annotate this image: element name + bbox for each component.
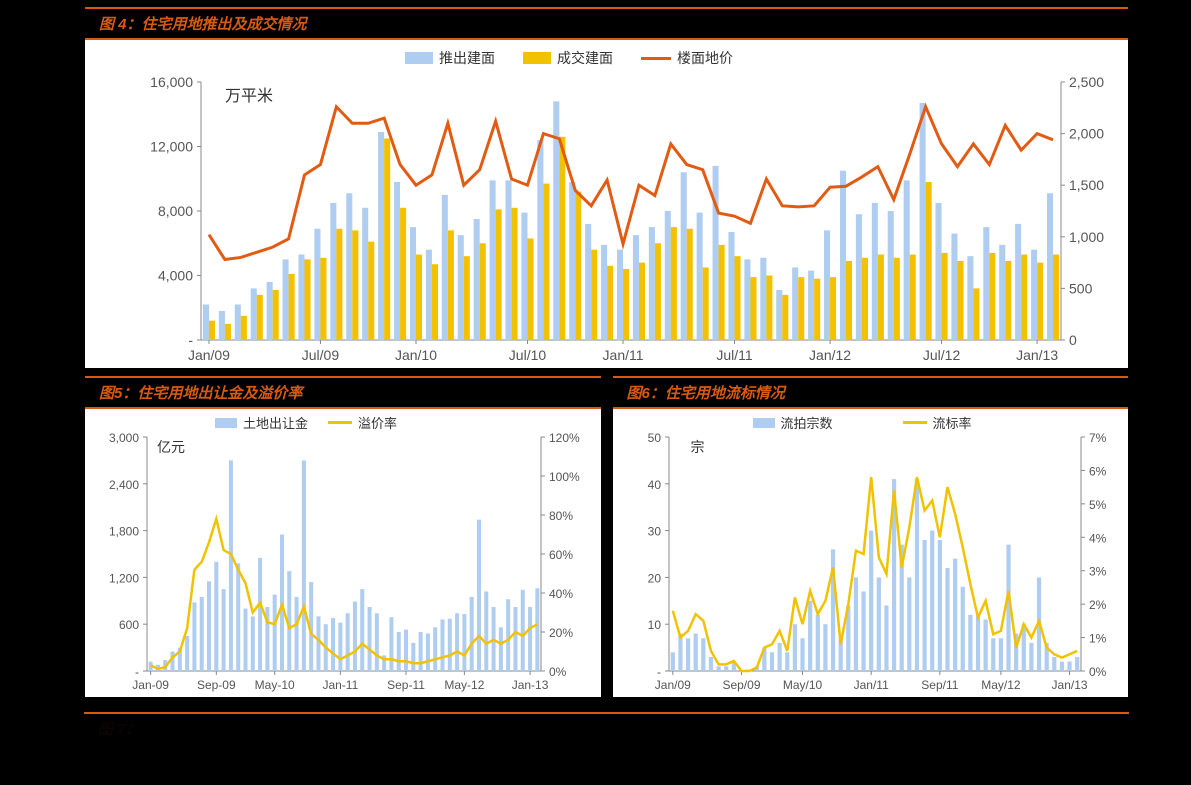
figure-6-chart: - 10 20 30 40 50 0% 1% 2% 3% 4% 5% 6% 7% Jan/09 Sep/09 M… <box>615 413 1125 695</box>
svg-text:Jan/13: Jan/13 <box>1051 678 1087 692</box>
svg-text:-: - <box>135 665 139 679</box>
figure-6: 图6：住宅用地流标情况 流拍宗数 流标率 宗 -10203040500%1%2%… <box>612 375 1130 698</box>
svg-text:40: 40 <box>647 478 661 492</box>
svg-text:Sep-11: Sep-11 <box>387 678 425 692</box>
svg-text:80%: 80% <box>549 509 573 523</box>
figure-4-panel: 推出建面 成交建面 楼面地价 万平米 -4,0008,00012,00016,0… <box>85 40 1128 368</box>
svg-text:12,000: 12,000 <box>150 139 193 155</box>
svg-text:May/12: May/12 <box>981 678 1021 692</box>
svg-text:1,500: 1,500 <box>1069 177 1104 193</box>
svg-text:0%: 0% <box>549 665 567 679</box>
svg-text:Jan-09: Jan-09 <box>132 678 169 692</box>
svg-text:May-10: May-10 <box>255 678 295 692</box>
svg-text:Jan/11: Jan/11 <box>603 347 644 363</box>
figure-4-chart: - 4,000 8,000 12,000 16,000 0 500 1,000 1,500 2,0… <box>93 46 1123 366</box>
figure-6-title: 图6：住宅用地流标情况 <box>613 378 1129 407</box>
svg-text:4,000: 4,000 <box>158 268 193 284</box>
svg-text:1,200: 1,200 <box>109 571 139 585</box>
svg-text:Jan/13: Jan/13 <box>1016 347 1058 363</box>
svg-text:100%: 100% <box>549 470 580 484</box>
figure-7-title-partial: 图 7： <box>84 714 1129 743</box>
svg-text:0: 0 <box>1069 332 1077 348</box>
svg-text:Jan/09: Jan/09 <box>654 678 690 692</box>
svg-text:Jul/09: Jul/09 <box>302 347 340 363</box>
svg-text:Jan-13: Jan-13 <box>512 678 549 692</box>
svg-text:1,000: 1,000 <box>1069 229 1104 245</box>
svg-text:8,000: 8,000 <box>158 203 193 219</box>
svg-text:3%: 3% <box>1089 565 1107 579</box>
svg-text:500: 500 <box>1069 280 1093 296</box>
figure-6-panel: 流拍宗数 流标率 宗 -10203040500%1%2%3%4%5%6%7%Ja… <box>613 409 1129 697</box>
svg-text:2%: 2% <box>1089 598 1107 612</box>
svg-text:-: - <box>657 665 661 679</box>
figure-5-panel: 土地出让金 溢价率 亿元 -6001,2001,8002,4003,0000%2… <box>85 409 601 697</box>
svg-text:Jan/12: Jan/12 <box>809 347 851 363</box>
figure-4: 图 4：住宅用地推出及成交情况 推出建面 成交建面 楼面地价 万平米 -4,00… <box>84 6 1129 369</box>
svg-text:50: 50 <box>647 431 661 445</box>
svg-text:5%: 5% <box>1089 498 1107 512</box>
svg-text:May-12: May-12 <box>444 678 484 692</box>
svg-text:Sep-09: Sep-09 <box>197 678 236 692</box>
svg-text:Sep/09: Sep/09 <box>722 678 760 692</box>
svg-text:40%: 40% <box>549 587 573 601</box>
svg-text:0%: 0% <box>1089 665 1107 679</box>
svg-text:2,400: 2,400 <box>109 478 139 492</box>
svg-text:Jan-11: Jan-11 <box>322 678 358 692</box>
svg-text:Sep/11: Sep/11 <box>921 678 958 692</box>
svg-text:120%: 120% <box>549 431 580 445</box>
svg-text:10: 10 <box>647 618 661 632</box>
svg-text:Jan/09: Jan/09 <box>188 347 230 363</box>
svg-text:60%: 60% <box>549 548 573 562</box>
svg-text:3,000: 3,000 <box>109 431 139 445</box>
svg-text:6%: 6% <box>1089 464 1107 478</box>
svg-text:600: 600 <box>119 618 139 632</box>
svg-text:Jul/10: Jul/10 <box>509 347 547 363</box>
svg-text:-: - <box>188 332 193 348</box>
svg-text:Jan/11: Jan/11 <box>853 678 888 692</box>
svg-text:16,000: 16,000 <box>150 74 193 90</box>
figure-5-chart: - 600 1,200 1,800 2,400 3,000 0% 20% 40% 60% 80% 10… <box>87 413 597 695</box>
figure-5-title: 图5：住宅用地出让金及溢价率 <box>85 378 601 407</box>
figure-4-title: 图 4：住宅用地推出及成交情况 <box>85 9 1128 38</box>
svg-text:Jul/12: Jul/12 <box>923 347 961 363</box>
svg-text:Jan/10: Jan/10 <box>395 347 437 363</box>
svg-text:1%: 1% <box>1089 632 1107 646</box>
svg-text:20%: 20% <box>549 626 573 640</box>
svg-text:7%: 7% <box>1089 431 1107 445</box>
svg-text:30: 30 <box>647 525 661 539</box>
figure-5: 图5：住宅用地出让金及溢价率 土地出让金 溢价率 亿元 -6001,2001,8… <box>84 375 602 698</box>
svg-text:2,500: 2,500 <box>1069 74 1104 90</box>
svg-text:Jul/11: Jul/11 <box>716 347 753 363</box>
svg-text:4%: 4% <box>1089 531 1107 545</box>
svg-text:May/10: May/10 <box>782 678 822 692</box>
svg-text:1,800: 1,800 <box>109 525 139 539</box>
svg-text:2,000: 2,000 <box>1069 126 1104 142</box>
svg-text:20: 20 <box>647 571 661 585</box>
